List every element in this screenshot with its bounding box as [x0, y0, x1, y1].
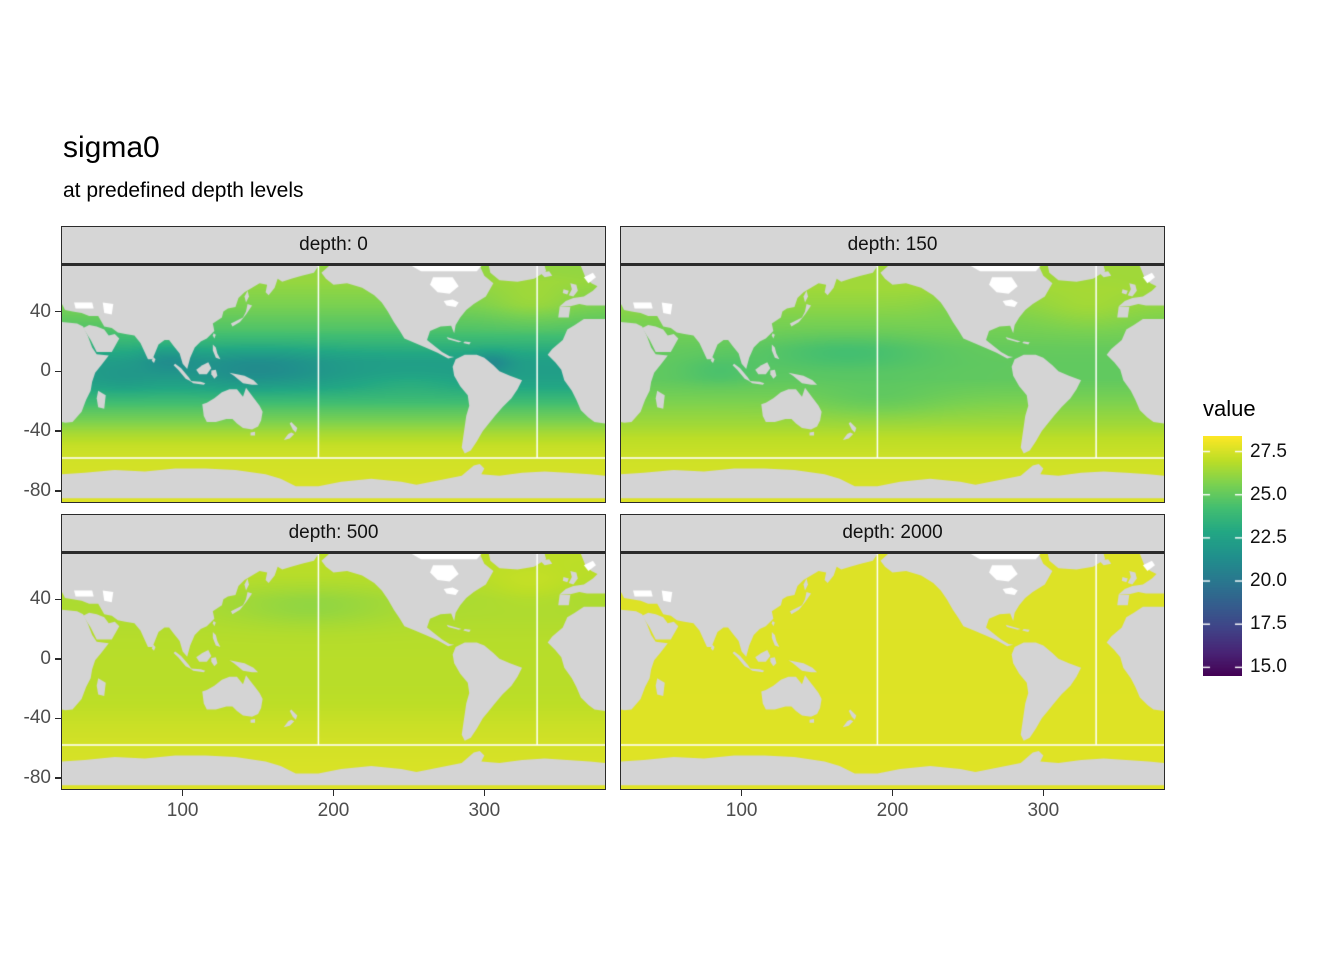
- y-tick-label: -80: [23, 766, 51, 788]
- facet-depth-150: depth: 150: [620, 226, 1165, 503]
- x-tick-label: 100: [166, 800, 199, 821]
- facet-strip: depth: 500: [61, 514, 606, 552]
- x-tick-label: 100: [725, 800, 758, 821]
- y-axis-tick: [55, 777, 61, 779]
- x-axis-tick: [483, 790, 486, 796]
- x-tick-label: 200: [876, 800, 909, 821]
- map-canvas-depth-150: [621, 266, 1164, 502]
- map-canvas-depth-2000: [621, 554, 1164, 789]
- x-axis-tick: [181, 790, 184, 796]
- y-tick-label: -80: [23, 479, 51, 501]
- facet-depth-0: depth: 0: [61, 226, 606, 503]
- x-axis-tick: [891, 790, 894, 796]
- y-axis-tick: [55, 658, 61, 660]
- facet-strip-label: depth: 2000: [842, 522, 943, 543]
- facet-panel: [620, 264, 1165, 503]
- legend-tick-label: 20.0: [1250, 570, 1287, 592]
- facet-strip-label: depth: 0: [299, 234, 368, 255]
- facet-strip-label: depth: 150: [847, 234, 938, 255]
- facet-depth-500: depth: 500: [61, 514, 606, 790]
- facet-strip: depth: 150: [620, 226, 1165, 264]
- facet-strip-label: depth: 500: [288, 522, 379, 543]
- y-tick-label: 40: [29, 300, 51, 322]
- y-tick-label: -40: [23, 707, 51, 729]
- facet-strip: depth: 0: [61, 226, 606, 264]
- x-axis-tick: [740, 790, 743, 796]
- legend-tick-label: 15.0: [1250, 656, 1287, 678]
- y-axis-tick: [55, 598, 61, 601]
- y-axis-tick: [55, 370, 61, 373]
- x-axis-tick: [1042, 790, 1045, 796]
- map-canvas-depth-0: [62, 266, 605, 502]
- y-tick-label: -40: [23, 420, 51, 442]
- legend-colorbar-wrap: 27.5 25.0 22.5 20.0 17.5 15.0: [1203, 436, 1344, 678]
- y-axis-tick: [55, 310, 61, 313]
- legend-tick-label: 17.5: [1250, 613, 1287, 635]
- y-axis-tick: [55, 430, 61, 432]
- x-tick-label: 300: [468, 800, 501, 821]
- legend: value 27.5 25.0 22.5 20.0 17.5 15.0: [1203, 396, 1344, 678]
- legend-colorbar: [1203, 436, 1242, 676]
- x-axis-tick: [332, 790, 335, 796]
- x-tick-label: 300: [1027, 800, 1060, 821]
- legend-tick-label: 25.0: [1250, 483, 1287, 505]
- y-tick-label: 0: [40, 647, 51, 669]
- y-axis-tick: [55, 717, 61, 720]
- map-canvas-depth-500: [62, 554, 605, 789]
- facet-panel: [61, 552, 606, 790]
- y-tick-label: 0: [40, 360, 51, 382]
- y-tick-label: 40: [29, 588, 51, 610]
- facet-depth-2000: depth: 2000: [620, 514, 1165, 790]
- chart-title: sigma0: [63, 131, 160, 164]
- facet-strip: depth: 2000: [620, 514, 1165, 552]
- facet-panel: [61, 264, 606, 503]
- y-axis-tick: [55, 490, 61, 492]
- facet-panel: [620, 552, 1165, 790]
- x-tick-label: 200: [317, 800, 350, 821]
- legend-title: value: [1203, 396, 1256, 421]
- legend-tick-label: 22.5: [1250, 526, 1287, 548]
- legend-tick-label: 27.5: [1250, 440, 1287, 462]
- chart-subtitle: at predefined depth levels: [63, 179, 304, 202]
